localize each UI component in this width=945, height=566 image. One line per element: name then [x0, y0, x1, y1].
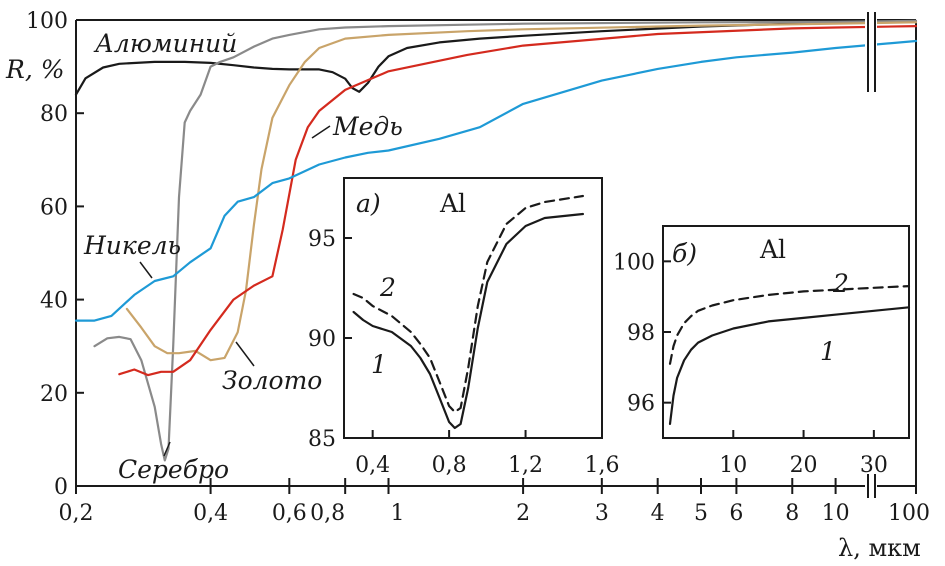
inset-a-y-tick-label: 85	[308, 427, 336, 452]
label-copper: Медь	[332, 112, 403, 141]
axis-break-bottom	[865, 474, 877, 498]
label-gold: Золото	[222, 366, 322, 395]
main-y-tick-label: 100	[26, 9, 68, 34]
inset-a-y-tick-label: 95	[308, 227, 336, 252]
main-x-tick-label: 0,2	[59, 501, 94, 526]
inset-a-title: а)	[356, 189, 381, 218]
inset-b-series-1	[668, 306, 911, 425]
inset-a-x-tick-label: 0,4	[355, 453, 390, 478]
main-x-tick-label: 0,8	[310, 501, 345, 526]
main-x-tick-label: 6	[729, 501, 743, 526]
label-nickel: Никель	[83, 231, 181, 260]
main-y-tick-label: 80	[40, 102, 68, 127]
inset-a-x-tick-label: 0,8	[432, 453, 467, 478]
main-y-tick-label: 0	[54, 475, 68, 500]
inset-b-y-tick-label: 98	[627, 321, 655, 346]
inset-b-y-tick-label: 100	[613, 250, 655, 275]
inset-a-series	[352, 194, 584, 430]
main-x-tick-label: 5	[694, 501, 708, 526]
inset-a-series-2	[352, 194, 584, 414]
inset-a-frame	[343, 177, 603, 439]
inset-b-series	[668, 285, 911, 425]
inset-a-x-ticks: 0,4 0,8 1,2 1,6	[355, 430, 620, 478]
leader-gold	[235, 341, 255, 367]
main-y-tick-label: 60	[40, 195, 68, 220]
main-y-ticks: 0 20 40 60 80 100	[26, 9, 84, 500]
inset-b-title: б)	[672, 239, 697, 268]
inset-b-y-ticks: 96 98 100	[613, 250, 671, 417]
main-x-tick-label: 10	[822, 501, 850, 526]
series-line-Медь	[118, 25, 918, 377]
series-line-Никель	[74, 39, 918, 322]
inset-a-x-tick-label: 1,6	[585, 453, 620, 478]
inset-b-x-tick-label: 20	[790, 453, 818, 478]
main-x-tick-label: 1	[391, 501, 405, 526]
inset-b-series-2	[668, 285, 911, 365]
series-line-Серебро	[93, 19, 918, 462]
label-silver: Серебро	[118, 455, 229, 484]
main-x-tick-label: 2	[516, 501, 530, 526]
inset-a-y-ticks: 85 90 95	[308, 227, 352, 452]
inset-a-x-tick-label: 1,2	[508, 453, 543, 478]
leader-silver	[163, 441, 171, 457]
axis-break-top	[865, 12, 877, 94]
inset-a-chart: 85 90 95 0,4 0,8 1,2 1,6 а) Al 1 2	[308, 177, 620, 478]
inset-b-subtitle: Al	[759, 235, 786, 264]
inset-b-label-2: 2	[832, 269, 849, 298]
main-y-tick-label: 40	[40, 289, 68, 314]
inset-b-x-tick-label: 10	[719, 453, 747, 478]
inset-b-frame	[662, 225, 910, 439]
inset-b-label-1: 1	[820, 337, 836, 366]
main-x-tick-label: 4	[651, 501, 665, 526]
main-x-tick-label: 0,4	[193, 501, 228, 526]
main-x-tick-label: 100	[888, 501, 930, 526]
main-x-tick-label: 8	[785, 501, 799, 526]
x-axis-label: λ, мкм	[838, 534, 921, 562]
inset-a-series-1	[352, 212, 584, 430]
inset-a-y-tick-label: 90	[308, 327, 336, 352]
main-x-tick-label: 0,6	[272, 501, 307, 526]
inset-a-label-2: 2	[379, 273, 396, 302]
inset-b-x-tick-label: 30	[860, 453, 888, 478]
inset-b-chart: 96 98 100 10 20 30 б) Al 1 2	[613, 225, 911, 478]
label-aluminium: Алюминий	[93, 29, 237, 58]
inset-a-subtitle: Al	[439, 189, 466, 218]
series-line-Золото	[125, 21, 918, 362]
main-series	[74, 19, 918, 462]
leader-nickel	[139, 261, 153, 279]
inset-b-x-ticks: 10 20 30	[719, 430, 888, 478]
main-x-tick-label: 3	[595, 501, 609, 526]
leader-copper	[311, 125, 331, 139]
inset-b-y-tick-label: 96	[627, 392, 655, 417]
main-x-ticks: 0,2 0,4 0,6 0,8 1 2 3 4 5 6 8 10 100	[59, 478, 930, 526]
main-y-tick-label: 20	[40, 382, 68, 407]
y-axis-label: R, %	[5, 55, 64, 84]
inset-a-label-1: 1	[371, 350, 387, 379]
